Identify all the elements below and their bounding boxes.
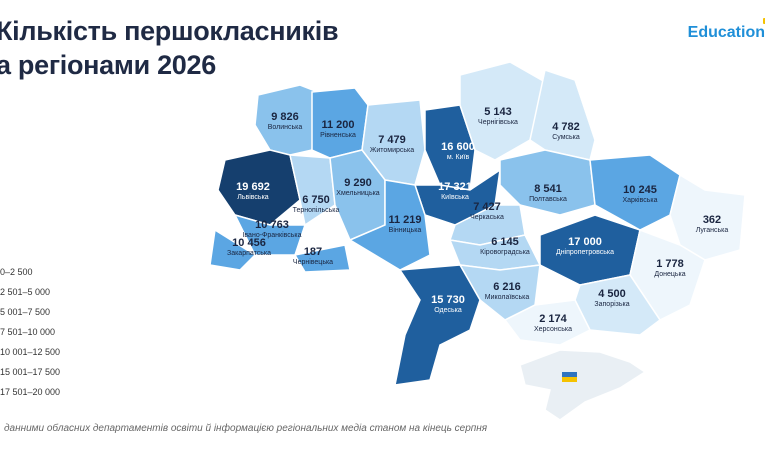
region-value: 10 245 bbox=[623, 184, 657, 196]
region-shape bbox=[503, 299, 592, 346]
legend-item: 7 501–10 000 bbox=[0, 322, 60, 342]
legend-label: 5 001–7 500 bbox=[0, 307, 51, 317]
legend-item: 2 501–5 000 bbox=[0, 282, 60, 302]
region-value: 187 bbox=[304, 246, 322, 258]
legend-item: 15 001–17 500 bbox=[0, 362, 60, 382]
region-name: Дніпропетровська bbox=[556, 248, 614, 256]
region-name: Донецька bbox=[654, 271, 685, 278]
region-name: Івано-Франківська bbox=[242, 231, 301, 239]
title-line-1: Кількість першокласників bbox=[0, 16, 339, 46]
region-name: Рівненська bbox=[320, 131, 356, 139]
brand-logo-text: Education bbox=[687, 24, 765, 41]
region-value: 6 145 bbox=[491, 236, 519, 248]
region-value: 8 541 bbox=[534, 183, 562, 195]
region-name: Волинська bbox=[268, 124, 303, 131]
region-shape bbox=[289, 154, 336, 227]
legend-item: 5 001–7 500 bbox=[0, 302, 60, 322]
region-value: 15 730 bbox=[431, 294, 465, 306]
region-name: Харківська bbox=[623, 196, 658, 204]
legend-item: 0–2 500 bbox=[0, 262, 60, 282]
region-name: Полтавська bbox=[529, 196, 567, 203]
region-name: Київська bbox=[441, 194, 469, 201]
region-value: 5 143 bbox=[484, 106, 512, 118]
page-title: Кількість першокласників а регіонами 202… bbox=[0, 14, 416, 82]
region-name: Вінницька bbox=[389, 226, 422, 234]
region-value: 4 500 bbox=[598, 288, 626, 300]
region-shape bbox=[217, 149, 301, 226]
region-shape bbox=[669, 173, 746, 261]
region-name: Запорізька bbox=[594, 300, 629, 308]
region-name: Житомирська bbox=[370, 147, 414, 154]
region-shape bbox=[209, 228, 257, 271]
brand-logo: Education bbox=[687, 18, 765, 42]
region-name: Львівська bbox=[237, 193, 269, 201]
title-line-2: а регіонами 2026 bbox=[0, 50, 216, 80]
source-note: данними обласних департаментів освіти й … bbox=[4, 423, 488, 434]
region-value: 17 321 bbox=[438, 181, 472, 193]
region-value: 1 778 bbox=[656, 258, 684, 270]
region-value: 17 000 bbox=[568, 236, 602, 248]
region-value: 7 479 bbox=[378, 134, 406, 146]
region-value: 2 174 bbox=[539, 313, 567, 325]
region-shape bbox=[254, 84, 319, 156]
region-shape-crimea bbox=[519, 349, 647, 421]
region-shape bbox=[394, 264, 481, 386]
region-shape bbox=[459, 61, 546, 161]
region-name: Миколаївська bbox=[485, 294, 530, 301]
region-value: 16 600 bbox=[441, 141, 475, 153]
region-value: 7 427 bbox=[473, 201, 501, 213]
region-name: Закарпатська bbox=[227, 250, 271, 257]
region-value: 10 763 bbox=[255, 219, 289, 231]
region-name: Кіровоградська bbox=[480, 248, 530, 256]
region-value: 9 290 bbox=[344, 177, 372, 189]
brand-logo-mark-icon bbox=[763, 18, 765, 24]
legend-item: 17 501–20 000 bbox=[0, 382, 60, 402]
legend-label: 2 501–5 000 bbox=[0, 287, 51, 297]
legend-label: 15 001–17 500 bbox=[0, 367, 61, 377]
legend-label: 17 501–20 000 bbox=[0, 387, 61, 397]
region-value: 11 200 bbox=[321, 119, 354, 131]
legend-label: 0–2 500 bbox=[0, 267, 33, 277]
region-shape bbox=[413, 168, 501, 226]
region-value: 6 750 bbox=[302, 194, 330, 206]
region-value: 4 782 bbox=[552, 121, 580, 133]
region-shape bbox=[293, 244, 351, 273]
region-shapes bbox=[209, 61, 746, 386]
region-shape bbox=[499, 149, 596, 216]
region-value: 10 456 bbox=[232, 237, 266, 249]
region-value: 362 bbox=[703, 214, 721, 226]
legend-label: 7 501–10 000 bbox=[0, 327, 56, 337]
region-name: Одеська bbox=[434, 307, 462, 314]
legend-label: 10 001–12 500 bbox=[0, 347, 61, 357]
legend: 0–2 500 2 501–5 000 5 001–7 500 7 501–10… bbox=[0, 262, 60, 402]
region-shape bbox=[233, 213, 307, 256]
region-value: 19 692 bbox=[236, 181, 270, 193]
region-name: Херсонська bbox=[534, 326, 572, 333]
legend-item: 10 001–12 500 bbox=[0, 342, 60, 362]
region-name: Луганська bbox=[696, 227, 729, 234]
region-name: Хмельницька bbox=[336, 190, 380, 197]
region-value: 9 826 bbox=[271, 111, 299, 123]
ukraine-flag-icon bbox=[562, 372, 577, 382]
region-name: м. Київ bbox=[447, 154, 470, 161]
region-value: 6 216 bbox=[493, 281, 521, 293]
region-name: Сумська bbox=[552, 134, 580, 141]
region-name: Тернопільська bbox=[293, 206, 340, 214]
region-name: Черкаська bbox=[470, 214, 504, 221]
region-value: 11 219 bbox=[388, 214, 421, 226]
region-name: Чернівецька bbox=[293, 258, 333, 266]
region-name: Чернігівська bbox=[478, 118, 518, 126]
